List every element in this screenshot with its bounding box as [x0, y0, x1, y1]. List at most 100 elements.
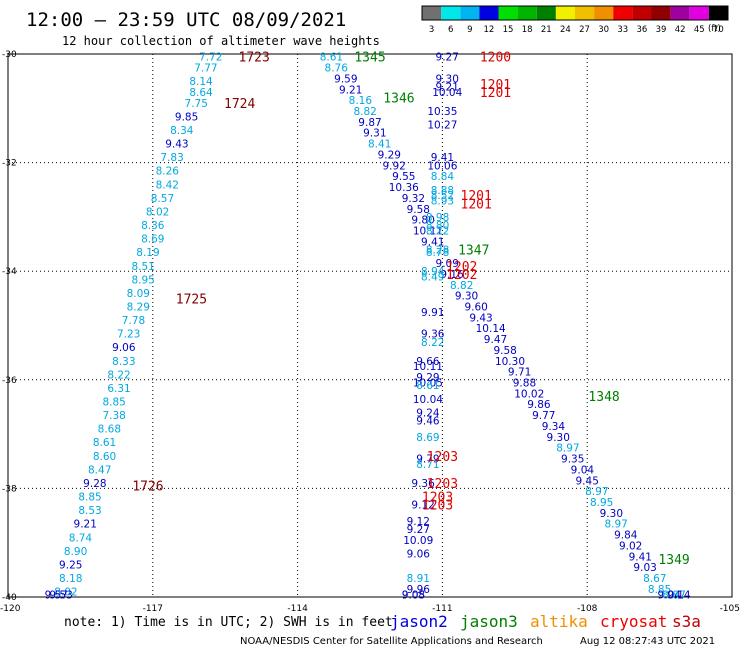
colorbar-swatch [594, 6, 614, 20]
wave-height-label: 9.21 [339, 84, 362, 96]
wave-height-label: 7.72 [199, 52, 222, 64]
colorbar-tick: 3 [429, 25, 434, 35]
colorbar-tick: 39 [656, 25, 667, 35]
footer-note: note: 1) Time is in UTC; 2) SWH is in fe… [64, 615, 393, 630]
colorbar-swatch [632, 6, 652, 20]
wave-height-label: 8.18 [59, 573, 82, 585]
pass-number-label: 1200 [480, 51, 511, 66]
wave-height-label: 9.21 [436, 82, 459, 94]
wave-height-label: 8.28 [426, 244, 449, 256]
wave-height-label: 8.95 [590, 497, 613, 509]
colorbar-tick: 36 [637, 25, 648, 35]
wave-height-label: 8.29 [127, 301, 150, 313]
wave-height-label: 9.30 [455, 291, 478, 303]
wave-height-label: 9.43 [165, 139, 188, 151]
wave-height-label: 8.19 [136, 247, 159, 259]
wave-height-label: 9.80 [411, 215, 434, 227]
pass-number-label: 1348 [588, 390, 619, 405]
wave-height-label: 9.36 [411, 478, 435, 490]
wave-height-label: 9.30 [436, 73, 459, 85]
wave-height-label: 9.34 [542, 421, 566, 433]
pass-number-label: 1201 [480, 86, 511, 101]
wave-height-label: 7.75 [185, 98, 208, 110]
wave-height-label: 10.35 [427, 106, 457, 118]
wave-height-label: 10.04 [432, 87, 462, 99]
wave-height-label: 8.76 [325, 63, 349, 75]
wave-height-label: 8.85 [78, 492, 101, 504]
wave-height-label: 9.92 [382, 160, 405, 172]
plot-area [7, 53, 733, 598]
wave-height-label: 9.57 [45, 589, 68, 601]
wave-height-label: 8.88 [431, 185, 454, 197]
y-tick-label: -32 [2, 159, 17, 169]
colorbar-tick: 24 [560, 25, 571, 35]
wave-height-label: 9.59 [334, 73, 357, 85]
colorbar-swatch [575, 6, 595, 20]
wave-height-label: 7.23 [117, 329, 140, 341]
wave-height-label: 10.36 [389, 182, 419, 194]
wave-height-label: 10.02 [514, 388, 544, 400]
wave-height-label: 10.27 [427, 120, 457, 132]
wave-height-label: 9.58 [407, 204, 430, 216]
wave-height-label: 8.64 [189, 87, 213, 99]
wave-height-label: 9.30 [600, 508, 623, 520]
wave-height-label: 9.85 [175, 111, 198, 123]
pass-number-label: 1202 [446, 260, 477, 275]
wave-height-label: 10.09 [403, 535, 433, 547]
wave-height-label: 9.29 [416, 372, 439, 384]
wave-height-label: 8.42 [156, 179, 179, 191]
wave-height-label: 9.32 [402, 193, 425, 205]
wave-height-label: 7.83 [160, 152, 183, 164]
x-tick-label: -108 [577, 604, 598, 614]
wave-height-label: 9.86 [527, 399, 551, 411]
wave-height-label: 9.71 [508, 367, 531, 379]
x-tick-label: -114 [287, 604, 308, 614]
wave-height-label: 9.91 [421, 307, 444, 319]
wave-height-label: 8.82 [450, 280, 473, 292]
wave-height-label: 9.47 [484, 334, 507, 346]
wave-height-label: 9.04 [571, 464, 595, 476]
wave-height-label: 8.85 [102, 397, 125, 409]
colorbar-tick: 42 [675, 25, 686, 35]
colorbar-swatch [555, 6, 575, 20]
wave-height-label: 8.33 [112, 356, 135, 368]
wave-height-label: 9.41 [421, 236, 444, 248]
wave-height-label: 8.49 [421, 272, 444, 284]
colorbar-tick: 33 [617, 25, 628, 35]
wave-height-label: 8.97 [604, 519, 627, 531]
wave-height-label: 8.61 [93, 437, 116, 449]
wave-height-label: 10.30 [495, 356, 525, 368]
legend-item-jason3: jason3 [460, 612, 518, 631]
x-tick-label: -105 [720, 604, 740, 614]
colorbar-tick: 30 [598, 25, 609, 35]
footer-credit: NOAA/NESDIS Center for Satellite Applica… [240, 636, 543, 647]
pass-number-label: 1203 [422, 491, 453, 506]
wave-height-label: 9.43 [469, 312, 492, 324]
wave-height-label: 9.27 [407, 524, 430, 536]
wave-height-label: 9.84 [614, 530, 638, 542]
pass-number-label: 1202 [446, 268, 477, 283]
wave-height-label: 8.68 [98, 424, 121, 436]
wave-height-label: 7.38 [102, 410, 125, 422]
pass-number-label: 1203 [427, 450, 458, 465]
wave-height-label: 8.69 [141, 234, 164, 246]
wave-height-label: 8.16 [349, 95, 373, 107]
wave-height-label: 9.77 [532, 410, 555, 422]
wave-height-label: 8.22 [421, 337, 444, 349]
wave-height-label: 9.25 [59, 559, 82, 571]
wave-height-label: 9.41 [431, 152, 454, 164]
colorbar-tick: 45 [694, 25, 705, 35]
wave-height-label: 9.08 [402, 589, 425, 601]
y-tick-label: -34 [2, 267, 17, 277]
colorbar-tick: 27 [579, 25, 590, 35]
wave-height-label: 8.09 [127, 288, 150, 300]
wave-height-label: 9.02 [619, 540, 642, 552]
colorbar-tick: 18 [522, 25, 533, 35]
wave-height-label: 8.22 [426, 225, 449, 237]
wave-height-label: 9.36 [421, 329, 445, 341]
wave-height-label: 9.05 [402, 589, 425, 601]
wave-height-label: 9.04 [658, 589, 682, 601]
colorbar-swatch [479, 6, 499, 20]
wave-height-label: 9.14 [667, 589, 691, 601]
